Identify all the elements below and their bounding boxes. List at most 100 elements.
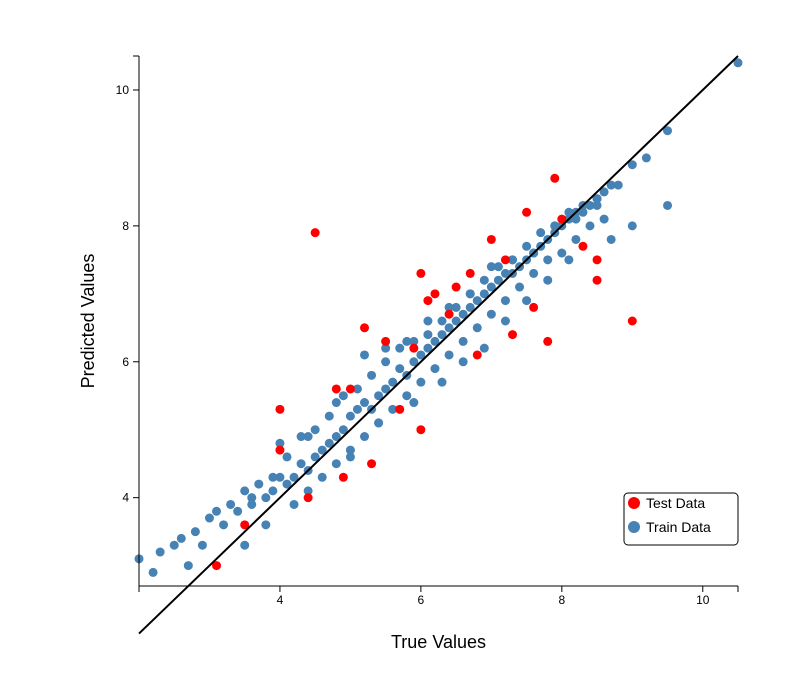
train-data-point [226,499,236,509]
train-data-point [500,316,510,326]
train-data-point [557,248,567,258]
train-data-point [543,255,553,265]
train-data-point [395,364,405,374]
train-data-point [296,459,306,469]
legend-label-train-data: Train Data [646,519,711,535]
test-data-point [303,493,313,503]
train-data-point [352,384,362,394]
train-data-point [402,336,412,346]
train-data-point [317,472,327,482]
train-data-point [430,336,440,346]
train-data-point [402,391,412,401]
test-data-point [522,207,532,217]
train-data-point [592,200,602,210]
test-data-point [500,255,510,265]
train-data-point [381,343,391,353]
train-data-point [479,289,489,299]
train-data-point [522,241,532,251]
train-data-point [338,391,348,401]
test-data-point [592,255,602,265]
test-data-point [529,302,539,312]
train-data-point [395,343,405,353]
test-data-point [543,336,553,346]
train-data-point [409,357,419,367]
train-data-point [352,404,362,414]
train-data-point [515,282,525,292]
y-axis-title: Predicted Values [78,254,98,389]
train-data-point [606,180,616,190]
legend-marker-train-data [628,521,640,533]
train-data-point [247,493,257,503]
x-tick-label: 10 [696,593,710,607]
train-data-point [493,275,503,285]
train-data-point [360,432,370,442]
train-data-point [155,547,165,557]
test-data-point [338,472,348,482]
train-data-point [381,357,391,367]
train-data-point [190,527,200,537]
test-data-point [275,404,285,414]
train-data-point [465,302,475,312]
train-data-point [296,432,306,442]
train-data-point [423,316,433,326]
test-data-point [310,228,320,238]
train-data-point [240,486,250,496]
train-data-point [324,438,334,448]
train-data-point [529,268,539,278]
test-data-point [465,268,475,278]
x-tick-label: 8 [558,593,565,607]
train-data-point [338,425,348,435]
x-axis-title: True Values [391,632,486,652]
train-data-point [247,499,257,509]
train-data-point [261,520,271,530]
train-data-point [663,126,673,136]
train-data-point [219,520,229,530]
train-data-point [310,425,320,435]
train-data-point [212,506,222,516]
test-data-point [430,289,440,299]
y-tick-label: 10 [116,83,130,97]
train-data-point [233,506,243,516]
train-data-point [451,316,461,326]
train-data-point [303,486,313,496]
train-data-point [437,330,447,340]
legend-label-test-data: Test Data [646,495,705,511]
test-data-point [451,282,461,292]
test-data-point [472,350,482,360]
test-data-point [275,445,285,455]
train-data-point [423,343,433,353]
train-data-point [564,255,574,265]
train-data-point [550,221,560,231]
test-data-point [395,404,405,414]
y-axis-ticks: 4 6 8 10 [116,83,139,505]
train-data-point [261,493,271,503]
train-data-point [388,404,398,414]
train-data-point [437,377,447,387]
train-data-point [458,357,468,367]
y-tick-label: 4 [122,491,129,505]
train-data-point [613,180,623,190]
train-data-point [388,377,398,387]
train-data-point [204,513,214,523]
train-data-point [444,323,454,333]
legend-box [623,492,739,546]
test-data-point [240,520,250,530]
x-axis-ticks: 4 6 8 10 [277,586,710,607]
train-data-point [458,336,468,346]
train-data-point [148,567,158,577]
train-data-point [522,296,532,306]
train-data-point [360,398,370,408]
test-data-point [416,425,426,435]
test-data-point [550,173,560,183]
train-data-point [458,309,468,319]
train-data-point [254,479,264,489]
test-data-point [444,309,454,319]
train-data-point [479,343,489,353]
train-data-point [486,282,496,292]
train-data-point [275,472,285,482]
test-data-point [416,268,426,278]
train-data-point [374,418,384,428]
train-data-point [331,459,341,469]
test-data-point [212,561,222,571]
train-data-point [585,200,595,210]
